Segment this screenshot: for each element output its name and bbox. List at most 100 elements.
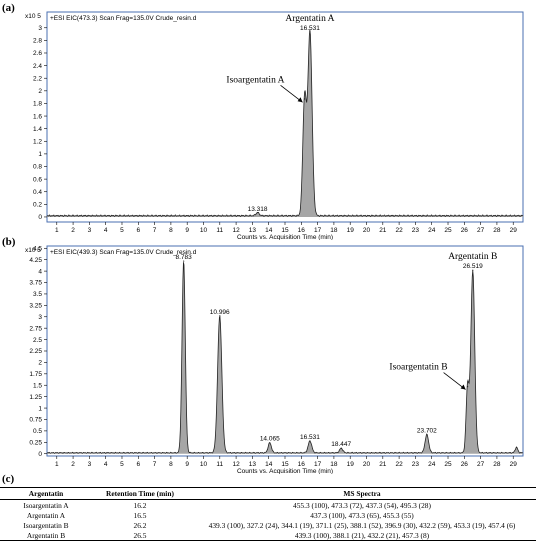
chart-header: +ESI EIC(439.3) Scan Frag=135.0V Crude_r…	[50, 249, 197, 256]
x-tick-label: 5	[120, 227, 124, 234]
x-tick-label: 21	[379, 461, 387, 468]
x-tick-label: 7	[153, 227, 157, 234]
table-row: Argentatin B 26.5 439.3 (100), 388.1 (21…	[0, 530, 536, 541]
y-tick-label: 3.5	[33, 291, 42, 298]
y-tick-label: 0.5	[33, 428, 42, 435]
x-tick-label: 15	[281, 227, 289, 234]
x-tick-label: 21	[379, 227, 387, 234]
ms-spectra-table: Argentatin Retention Time (min) MS Spect…	[0, 487, 536, 541]
peak-rt-label: 10.996	[210, 309, 230, 316]
y-tick-label: 0.75	[29, 417, 42, 424]
chromatogram-fill	[47, 29, 523, 217]
cell-argentatin: Argentatin A	[26, 510, 66, 520]
x-tick-label: 12	[232, 461, 240, 468]
y-tick-label: 4.25	[29, 257, 42, 264]
y-tick-label: 0	[38, 214, 42, 221]
chromatogram-fill	[47, 262, 523, 454]
cell-retention-time: 16.2	[133, 500, 147, 510]
annotation-arrow-head	[460, 384, 466, 390]
y-tick-label: 1.4	[33, 126, 42, 133]
x-tick-label: 23	[412, 227, 420, 234]
x-tick-label: 22	[395, 461, 403, 468]
x-tick-label: 1	[55, 227, 59, 234]
peak-rt-label: 8.783	[176, 254, 193, 261]
cell-retention-time: 16.5	[133, 510, 147, 520]
x-tick-label: 8	[169, 461, 173, 468]
y-tick-label: 0.6	[33, 176, 42, 183]
peak-apex	[515, 446, 518, 448]
cell-ms-spectra: 439.3 (100), 388.1 (21), 432.2 (21), 457…	[188, 530, 536, 541]
chromatogram-b: +ESI EIC(439.3) Scan Frag=135.0V Crude_r…	[25, 245, 524, 474]
x-tick-label: 10	[200, 461, 208, 468]
y-tick-label: 1	[38, 151, 42, 158]
peak-rt-label: 14.065	[260, 436, 280, 443]
x-tick-label: 2	[71, 461, 75, 468]
x-tick-label: 10	[200, 227, 208, 234]
peak-rt-label: 18.447	[331, 441, 351, 448]
x-tick-label: 7	[153, 461, 157, 468]
x-tick-label: 1	[55, 461, 59, 468]
y-tick-label: 3	[38, 314, 42, 321]
x-tick-label: 3	[88, 461, 92, 468]
x-tick-label: 9	[185, 227, 189, 234]
cell-argentatin: Isoargentatin B	[23, 520, 69, 530]
peak-apex	[466, 386, 469, 388]
cell-ms-spectra: 439.3 (100), 327.2 (24), 344.1 (19), 371…	[208, 520, 516, 530]
x-tick-label: 2	[71, 227, 75, 234]
peak-apex	[309, 440, 311, 442]
x-tick-label: 29	[510, 227, 518, 234]
y-tick-label: 2.4	[33, 63, 42, 70]
cell-ms-spectra: 455.3 (100), 473.3 (72), 437.3 (54), 495…	[293, 500, 431, 510]
x-tick-label: 18	[330, 227, 338, 234]
x-tick-label: 13	[249, 227, 257, 234]
cell-retention-time: 26.5	[92, 530, 188, 541]
plot-frame	[46, 11, 524, 223]
y-tick-label: 1.5	[33, 382, 42, 389]
x-tick-label: 23	[412, 461, 420, 468]
x-tick-label: 4	[104, 227, 108, 234]
peak-rt-label: 13.318	[248, 206, 268, 213]
x-tick-label: 11	[216, 227, 223, 234]
x-tick-label: 15	[281, 461, 289, 468]
x-tick-label: 26	[461, 227, 469, 234]
y-tick-label: 2.6	[33, 50, 42, 57]
x-tick-label: 17	[314, 461, 322, 468]
compound-annotation: Isoargentatin A	[226, 75, 284, 85]
cell-argentatin: Isoargentatin A	[23, 500, 69, 510]
annotation-arrow-line	[280, 84, 303, 103]
y-tick-label: 2	[38, 360, 42, 367]
y-tick-label: 2.75	[29, 325, 42, 332]
y-tick-label: 2.25	[29, 348, 42, 355]
x-axis-label: Counts vs. Acquisition Time (min)	[237, 468, 333, 474]
table-row: Isoargentatin A 16.2 455.3 (100), 473.3 …	[0, 500, 536, 511]
peak-rt-label: 16.531	[300, 25, 320, 32]
cell-argentatin: Argentatin B	[0, 530, 92, 541]
x-tick-label: 4	[104, 461, 108, 468]
x-tick-label: 20	[363, 461, 371, 468]
x-tick-label: 24	[428, 461, 436, 468]
peak-apex	[269, 442, 271, 444]
chart-header: +ESI EIC(473.3) Scan Frag=135.0V Crude_r…	[50, 15, 197, 22]
panel-label-b: (b)	[2, 236, 16, 248]
column-header-argentatin: Argentatin	[0, 487, 92, 500]
chromatogram-a: +ESI EIC(473.3) Scan Frag=135.0V Crude_r…	[25, 11, 524, 240]
peak-rt-label: 23.702	[417, 427, 437, 434]
x-tick-label: 17	[314, 227, 322, 234]
x-tick-label: 19	[347, 227, 355, 234]
table-row: Isoargentatin B 26.2 439.3 (100), 327.2 …	[0, 520, 536, 530]
x-tick-label: 6	[136, 227, 140, 234]
y-multiplier-label: x10 5	[25, 13, 41, 20]
x-tick-label: 12	[232, 227, 240, 234]
x-tick-label: 14	[265, 227, 273, 234]
y-tick-label: 2.2	[33, 75, 42, 82]
x-tick-label: 29	[510, 461, 518, 468]
table-header-row: Argentatin Retention Time (min) MS Spect…	[0, 487, 536, 500]
y-tick-label: 3.25	[29, 303, 42, 310]
x-tick-label: 9	[185, 461, 189, 468]
y-tick-label: 4	[38, 268, 42, 275]
peak-apex	[256, 211, 259, 214]
x-tick-label: 20	[363, 227, 371, 234]
peak-rt-label: 26.519	[463, 263, 483, 270]
x-tick-label: 13	[249, 461, 257, 468]
x-tick-label: 11	[216, 461, 223, 468]
